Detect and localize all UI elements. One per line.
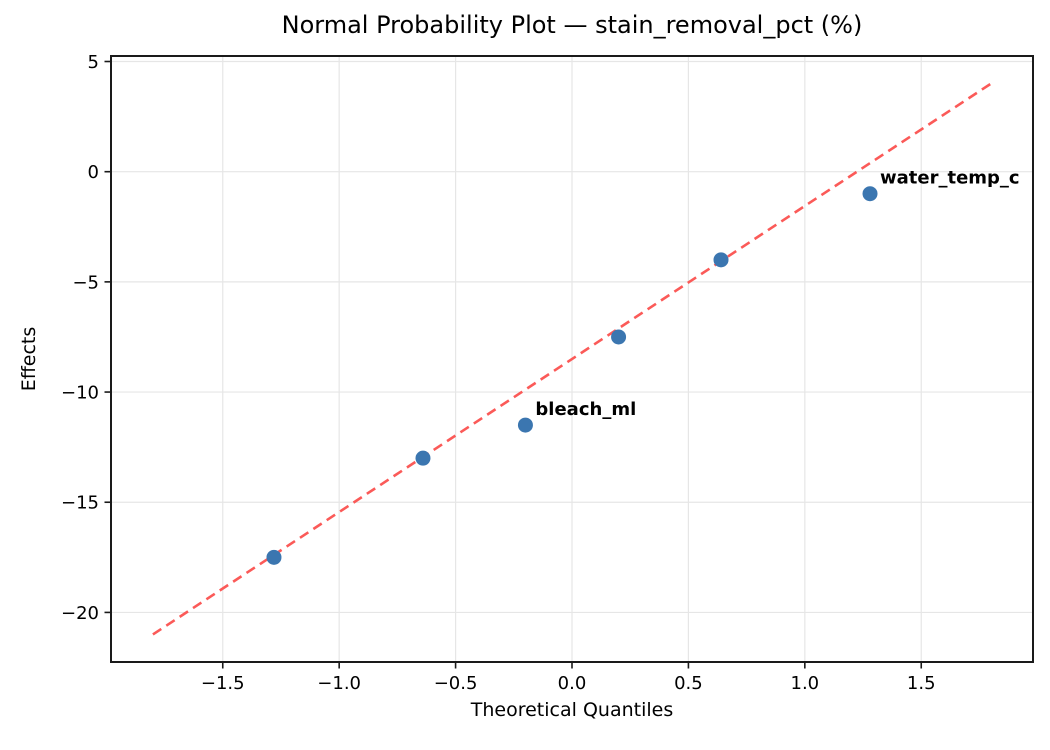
y-tick-label: −10: [61, 383, 99, 404]
x-tick-label: −1.0: [317, 673, 361, 694]
data-point: [611, 329, 627, 345]
x-tick-label: 1.5: [907, 673, 936, 694]
data-point: [517, 417, 533, 433]
x-tick-label: 0.5: [674, 673, 703, 694]
y-tick-label: −20: [61, 603, 99, 624]
y-axis-label: Effects: [18, 326, 40, 392]
x-tick-label: 0.0: [558, 673, 587, 694]
y-tick-label: 0: [88, 162, 99, 183]
data-point: [415, 450, 431, 466]
x-tick-label: 1.0: [791, 673, 820, 694]
data-point: [862, 186, 878, 202]
fit-line: [152, 82, 992, 636]
y-tick-label: −15: [61, 493, 99, 514]
point-annotation: water_temp_c: [880, 168, 1020, 189]
data-point: [713, 252, 729, 268]
x-axis-label: Theoretical Quantiles: [470, 699, 674, 721]
x-tick-label: −1.5: [201, 673, 245, 694]
data-point: [266, 549, 282, 565]
x-tick-label: −0.5: [434, 673, 478, 694]
chart-title: Normal Probability Plot — stain_removal_…: [281, 11, 863, 39]
y-tick-label: −5: [72, 272, 99, 293]
point-annotation: bleach_ml: [535, 399, 636, 420]
y-tick-label: 5: [88, 52, 99, 73]
